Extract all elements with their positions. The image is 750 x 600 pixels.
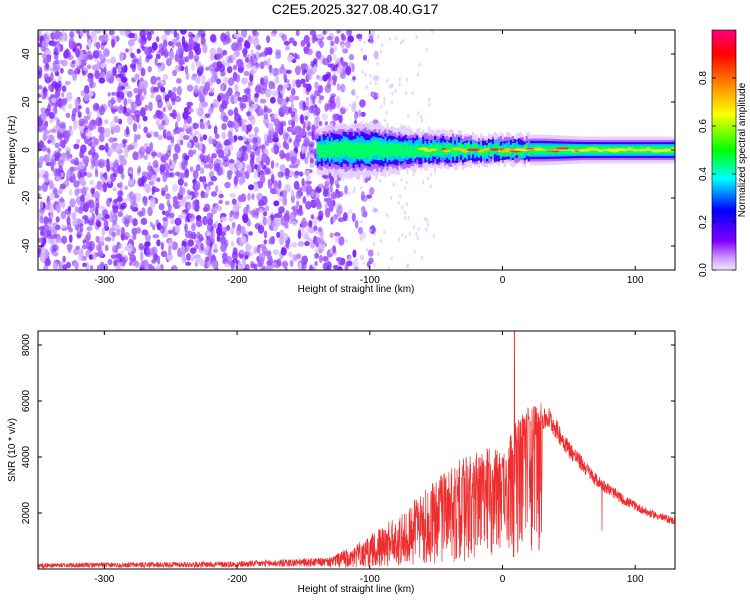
x-tick-label: -300: [94, 574, 114, 585]
colorbar-frame: [711, 29, 737, 271]
colorbar-tick-label: 0.4: [698, 167, 709, 181]
colorbar-gradient: [712, 30, 736, 270]
spectrogram-y-label: Frequency (Hz): [7, 116, 18, 185]
spectrogram-y-ticks: -40 -20 0 20 40: [21, 48, 675, 253]
y-tick-label: 0: [21, 147, 32, 153]
colorbar-tick-label: 0.8: [698, 71, 709, 85]
snr-x-ticks: -300 -200 -100 0 100: [94, 331, 644, 585]
colorbar-ticks: 0.0 0.2 0.4 0.6 0.8: [698, 71, 736, 277]
y-tick-label: -20: [21, 190, 32, 205]
snr-y-label: SNR (10 * v/v): [7, 418, 18, 482]
x-tick-label: -100: [360, 574, 380, 585]
y-tick-label: 20: [21, 96, 32, 108]
spectrogram-noise: [38, 30, 438, 270]
spectrogram-x-ticks: -300 -200 -100 0 100: [94, 30, 644, 286]
colorbar: 0.0 0.2 0.4 0.6 0.8 Normalized spectral ampl…: [698, 29, 748, 277]
snr-x-label: Height of straight line (km): [298, 584, 415, 595]
y-tick-label: 6000: [21, 389, 32, 412]
spectrogram-signal: [316, 120, 675, 180]
y-tick-label: 4000: [21, 445, 32, 468]
snr-y-ticks: 2000 4000 6000 8000: [21, 333, 675, 524]
snr-series-line: [38, 331, 675, 569]
y-tick-label: 40: [21, 48, 32, 60]
y-tick-label: 8000: [21, 333, 32, 356]
x-tick-label: -200: [227, 574, 247, 585]
x-tick-label: 100: [627, 275, 644, 286]
x-tick-label: -300: [94, 275, 114, 286]
x-tick-label: -100: [360, 275, 380, 286]
snr-frame: [37, 330, 676, 570]
y-tick-label: 2000: [21, 501, 32, 524]
x-tick-label: 0: [500, 275, 506, 286]
colorbar-tick-label: 0.2: [698, 215, 709, 229]
y-tick-label: -40: [21, 238, 32, 253]
spectrogram-x-label: Height of straight line (km): [298, 284, 415, 295]
snr-plot: -300 -200 -100 0 100 2000 4000 6000 8000 Height…: [7, 330, 676, 595]
x-tick-label: 100: [627, 574, 644, 585]
chart-title: C2E5.2025.327.08.40.G17: [272, 1, 439, 17]
snr-background: [38, 331, 675, 569]
colorbar-tick-label: 0.6: [698, 119, 709, 133]
colorbar-tick-label: 0.0: [698, 263, 709, 277]
colorbar-label: Normalized spectral amplitude: [737, 82, 748, 217]
x-tick-label: 0: [500, 574, 506, 585]
x-tick-label: -200: [227, 275, 247, 286]
